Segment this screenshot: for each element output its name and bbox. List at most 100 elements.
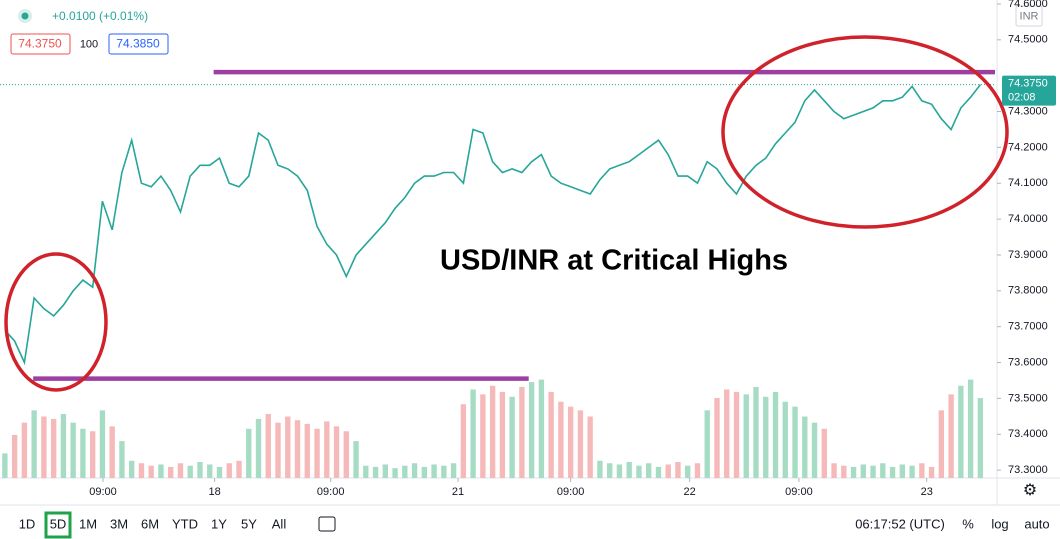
volume-bar bbox=[899, 464, 906, 478]
volume-bar bbox=[411, 463, 418, 478]
volume-bar bbox=[665, 464, 671, 478]
volume-bar bbox=[909, 465, 915, 478]
volume-bar bbox=[977, 398, 984, 478]
x-tick-label: 09:00 bbox=[89, 486, 117, 498]
range-button[interactable]: 1Y bbox=[211, 516, 227, 531]
y-tick-label: 74.3000 bbox=[1008, 105, 1048, 117]
volume-bar bbox=[402, 465, 408, 478]
range-button[interactable]: YTD bbox=[172, 516, 198, 531]
currency-box bbox=[1015, 5, 1043, 27]
y-tick-label: 73.4000 bbox=[1008, 428, 1048, 440]
volume-bar bbox=[577, 410, 584, 478]
price-line bbox=[4, 84, 982, 366]
volume-bar bbox=[685, 465, 691, 478]
highlight-ellipse bbox=[721, 35, 1009, 229]
volume-bar bbox=[265, 414, 271, 478]
clock: 06:17:52 (UTC) bbox=[855, 516, 945, 531]
volume-bar bbox=[109, 426, 115, 478]
x-tick-label: 18 bbox=[208, 486, 220, 498]
settings-icon[interactable]: ⚙ bbox=[1023, 482, 1037, 499]
percent-toggle[interactable]: % bbox=[962, 516, 974, 531]
volume-bar bbox=[811, 422, 818, 478]
volume-bar bbox=[655, 466, 662, 478]
volume-bar bbox=[187, 465, 193, 478]
volume-bar bbox=[11, 434, 18, 478]
y-tick-label: 74.1000 bbox=[1008, 177, 1048, 189]
volume-bar bbox=[343, 431, 349, 478]
volume-bar bbox=[616, 464, 623, 478]
volume-bar bbox=[850, 466, 857, 478]
volume-bar bbox=[967, 379, 974, 478]
volume-bar bbox=[860, 464, 866, 478]
volume-bar bbox=[314, 428, 320, 478]
volume-bar bbox=[158, 464, 164, 478]
volume-bar bbox=[558, 401, 564, 478]
change: +0.0100 (+0.01%) bbox=[52, 9, 148, 23]
spread: 100 bbox=[80, 38, 98, 50]
volume-bar bbox=[928, 466, 935, 478]
log-toggle[interactable]: log bbox=[991, 516, 1008, 531]
x-tick-label: 09:00 bbox=[557, 486, 585, 498]
volume-bar bbox=[763, 396, 769, 478]
compare-icon[interactable] bbox=[318, 516, 336, 532]
volume-bar bbox=[606, 463, 613, 478]
volume-bar bbox=[772, 391, 779, 478]
volume-bar bbox=[714, 398, 720, 478]
volume-bar bbox=[99, 410, 106, 478]
volume-bar bbox=[567, 406, 574, 478]
range-button[interactable]: 1M bbox=[79, 516, 97, 531]
y-tick-label: 73.9000 bbox=[1008, 249, 1048, 261]
volume-bar bbox=[431, 464, 437, 478]
volume-bar bbox=[441, 465, 447, 478]
volume-bar bbox=[197, 462, 203, 478]
volume-bar bbox=[626, 462, 632, 478]
last-price-box bbox=[1002, 75, 1056, 106]
volume-bar bbox=[363, 465, 369, 478]
last-price-label: 74.3750 bbox=[1008, 78, 1048, 90]
volume-bar bbox=[304, 423, 310, 478]
volume-bar bbox=[802, 416, 808, 478]
volume-bar bbox=[333, 426, 340, 478]
volume-bar bbox=[753, 386, 759, 478]
volume-bar bbox=[509, 396, 515, 478]
volume-bar bbox=[519, 386, 525, 478]
countdown: 02:08 bbox=[1008, 92, 1036, 104]
volume-bar bbox=[889, 466, 896, 478]
volume-bar bbox=[675, 462, 681, 478]
volume-bar bbox=[129, 460, 135, 478]
volume-bar bbox=[528, 382, 535, 478]
volume-bar bbox=[392, 468, 398, 478]
range-button[interactable]: 6M bbox=[141, 516, 159, 531]
range-button[interactable]: 3M bbox=[110, 516, 128, 531]
volume-bar bbox=[275, 422, 281, 478]
range-button[interactable]: 5D bbox=[50, 516, 67, 531]
annotation: USD/INR at Critical Highs bbox=[440, 245, 788, 277]
volume-bar bbox=[285, 416, 291, 478]
volume-bar bbox=[821, 428, 827, 478]
auto-toggle[interactable]: auto bbox=[1024, 516, 1049, 531]
range-button[interactable]: All bbox=[272, 516, 287, 531]
volume-bar bbox=[841, 465, 847, 478]
ask: 74.3850 bbox=[116, 37, 160, 51]
y-tick-label: 73.5000 bbox=[1008, 392, 1048, 404]
volume-bar bbox=[499, 391, 506, 478]
volume-bar bbox=[148, 465, 154, 478]
highlight-ellipse bbox=[4, 252, 108, 392]
y-tick-label: 73.3000 bbox=[1008, 464, 1048, 476]
range-button[interactable]: 1D bbox=[19, 516, 36, 531]
range-button[interactable]: 5Y bbox=[241, 516, 257, 531]
volume-bar bbox=[450, 463, 457, 478]
x-tick-label: 22 bbox=[684, 486, 696, 498]
volume-bar bbox=[919, 463, 925, 478]
volume-bar bbox=[743, 394, 749, 478]
volume-bar bbox=[89, 431, 96, 478]
volume-bar bbox=[70, 422, 76, 478]
bid: 74.3750 bbox=[18, 37, 62, 51]
volume-bar bbox=[880, 463, 886, 478]
volume-bar bbox=[597, 460, 603, 478]
volume-bar bbox=[138, 463, 145, 478]
bid-box bbox=[10, 33, 71, 55]
volume-bar bbox=[538, 379, 545, 478]
volume-bar bbox=[31, 410, 37, 478]
volume-bar bbox=[255, 418, 262, 478]
